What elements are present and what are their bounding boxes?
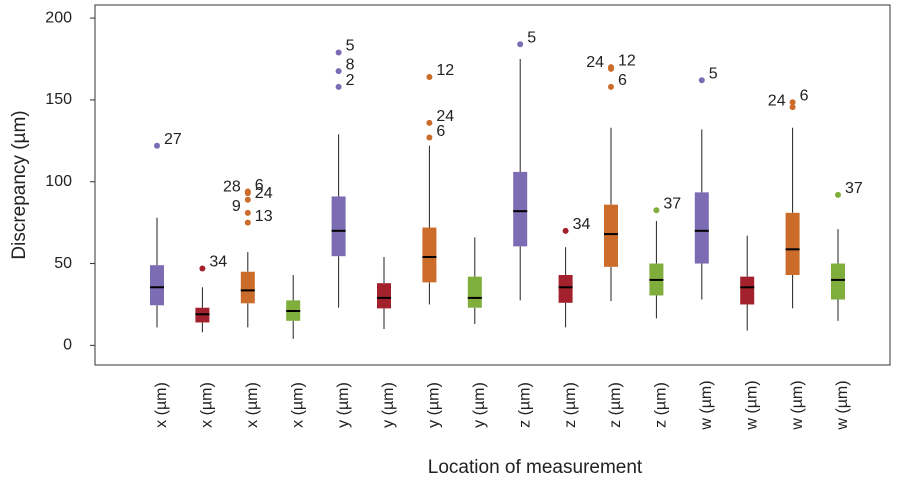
plot-frame: [94, 4, 891, 366]
outlier-label: 13: [255, 208, 273, 225]
box: [467, 276, 482, 308]
outlier-label: 28: [223, 178, 241, 195]
y-tick-label: 0: [63, 337, 72, 354]
x-tick-label: x (µm): [153, 382, 170, 428]
outlier-label: 2: [346, 72, 355, 89]
box: [150, 265, 164, 306]
y-tick-label: 200: [45, 9, 72, 26]
outlier-label: 5: [346, 38, 355, 55]
box: [513, 171, 528, 247]
x-tick-label: x (µm): [244, 382, 261, 428]
box: [831, 263, 845, 300]
outlier: [789, 104, 796, 111]
box: [240, 271, 255, 304]
outlier: [426, 74, 433, 80]
outlier: [608, 83, 614, 90]
x-tick-label: x (µm): [289, 382, 306, 428]
x-tick-label: w (µm): [834, 380, 851, 430]
outlier-label: 12: [618, 52, 636, 69]
box: [422, 227, 437, 283]
box: [377, 283, 391, 309]
y-tick-label: 100: [45, 173, 72, 190]
outlier: [426, 119, 433, 126]
outlier-label: 5: [527, 29, 536, 46]
y-axis-label: Discrepancy (µm): [9, 110, 30, 259]
outlier-label: 37: [663, 195, 681, 212]
y-tick-label: 50: [54, 255, 72, 272]
outlier: [244, 190, 251, 197]
box: [694, 192, 709, 264]
outlier-label: 37: [845, 180, 863, 197]
x-tick-label: x (µm): [199, 382, 216, 428]
outlier-label: 6: [800, 87, 809, 104]
y-tick-label: 150: [45, 91, 72, 108]
x-tick-label: z (µm): [562, 382, 579, 428]
outlier-label: 8: [346, 56, 355, 73]
outlier-label: 5: [709, 65, 718, 82]
outlier: [789, 99, 796, 106]
outlier-label: 34: [209, 254, 227, 271]
outlier: [426, 134, 433, 141]
x-tick-label: y (µm): [471, 382, 488, 428]
x-axis-label: Location of measurement: [428, 457, 643, 478]
x-tick-label: w (µm): [743, 380, 760, 430]
x-tick-label: w (µm): [789, 380, 806, 430]
outlier-label: 24: [436, 108, 454, 125]
outlier-label: 24: [768, 92, 786, 109]
outlier: [244, 196, 251, 203]
outlier: [244, 219, 251, 226]
outlier: [562, 227, 569, 234]
outlier: [154, 142, 160, 149]
outlier: [199, 265, 206, 272]
outlier-label: 12: [436, 62, 454, 79]
outlier-label: 6: [436, 123, 445, 140]
outlier-label: 24: [255, 185, 273, 202]
box: [331, 196, 346, 257]
outlier: [335, 83, 342, 90]
outlier-label: 27: [164, 131, 182, 148]
x-tick-label: z (µm): [653, 382, 670, 428]
outlier-label: 6: [255, 177, 264, 194]
outlier: [608, 65, 614, 72]
outlier-label: 34: [573, 216, 591, 233]
outlier: [335, 68, 342, 75]
outlier: [244, 209, 251, 216]
outlier: [517, 41, 524, 48]
outlier: [835, 191, 841, 198]
x-tick-label: z (µm): [607, 382, 624, 428]
x-tick-label: z (µm): [516, 382, 533, 428]
outlier: [653, 207, 660, 214]
outlier: [698, 77, 705, 84]
x-tick-label: y (µm): [335, 382, 352, 428]
x-tick-label: w (µm): [698, 380, 715, 430]
box: [740, 276, 755, 305]
outlier-label: 9: [232, 198, 241, 215]
outlier: [335, 49, 342, 56]
box: [558, 275, 573, 303]
box: [785, 212, 800, 275]
x-tick-label: y (µm): [380, 382, 397, 428]
outlier-label: 6: [618, 72, 627, 89]
box: [604, 204, 618, 267]
outlier-label: 24: [586, 54, 604, 71]
x-tick-label: y (µm): [426, 382, 443, 428]
